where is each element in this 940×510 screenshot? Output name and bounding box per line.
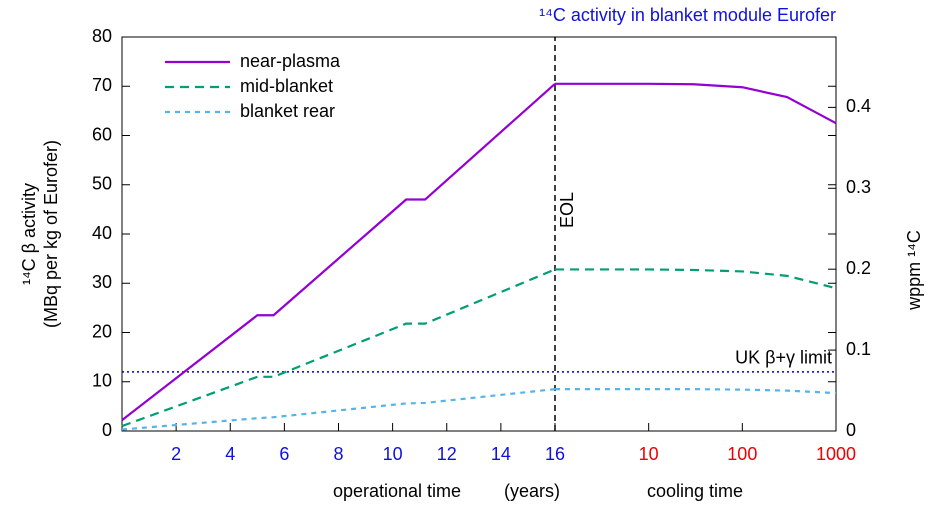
legend-label: mid-blanket: [240, 76, 333, 96]
series-line: [121, 82, 556, 422]
eol-label: EOL: [557, 192, 577, 228]
chart-title: ¹⁴C activity in blanket module Eurofer: [539, 5, 836, 25]
series-line-cooling: [555, 82, 837, 125]
y-tick-label: 80: [92, 26, 112, 46]
x-tick-label: 8: [333, 444, 343, 464]
y2-tick-label: 0.4: [846, 96, 871, 116]
x-axis-label: (years): [504, 481, 560, 501]
limit-label: UK β+γ limit: [735, 348, 832, 368]
x-tick-label: 10: [383, 444, 403, 464]
y2-tick-label: 0.2: [846, 258, 871, 278]
x-tick-label: 1000: [816, 444, 856, 464]
series-line-cooling: [555, 268, 837, 290]
y-tick-label: 30: [92, 272, 112, 292]
x-axis-label: operational time: [333, 481, 461, 501]
y-tick-label: 50: [92, 174, 112, 194]
y-axis-label: ¹⁴C β activity: [19, 183, 39, 285]
y2-tick-label: 0.1: [846, 339, 871, 359]
x-tick-label: 4: [225, 444, 235, 464]
x-axis-label: cooling time: [647, 481, 743, 501]
y-tick-label: 70: [92, 75, 112, 95]
x-tick-label: 10: [639, 444, 659, 464]
x-tick-label: 12: [437, 444, 457, 464]
x-tick-label: 14: [491, 444, 511, 464]
legend-label: blanket rear: [240, 101, 335, 121]
series-line: [121, 388, 556, 431]
y-tick-label: 60: [92, 124, 112, 144]
series-line: [121, 268, 556, 428]
y-tick-label: 10: [92, 371, 112, 391]
y-tick-label: 20: [92, 321, 112, 341]
y2-tick-label: 0: [846, 420, 856, 440]
y-axis-label: (MBq per kg of Eurofer): [41, 140, 61, 328]
x-tick-label: 2: [171, 444, 181, 464]
x-tick-label: 16: [545, 444, 565, 464]
legend-label: near-plasma: [240, 51, 341, 71]
y-tick-label: 40: [92, 223, 112, 243]
y2-tick-label: 0.3: [846, 177, 871, 197]
x-tick-label: 6: [279, 444, 289, 464]
series-line-cooling: [555, 388, 837, 395]
y-tick-label: 0: [102, 420, 112, 440]
x-tick-label: 100: [727, 444, 757, 464]
y2-axis-label: wppm ¹⁴C: [904, 230, 924, 311]
